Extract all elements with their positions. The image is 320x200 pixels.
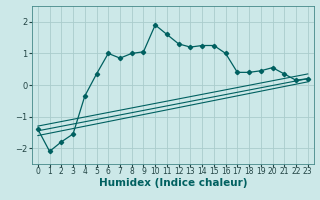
X-axis label: Humidex (Indice chaleur): Humidex (Indice chaleur) [99,178,247,188]
